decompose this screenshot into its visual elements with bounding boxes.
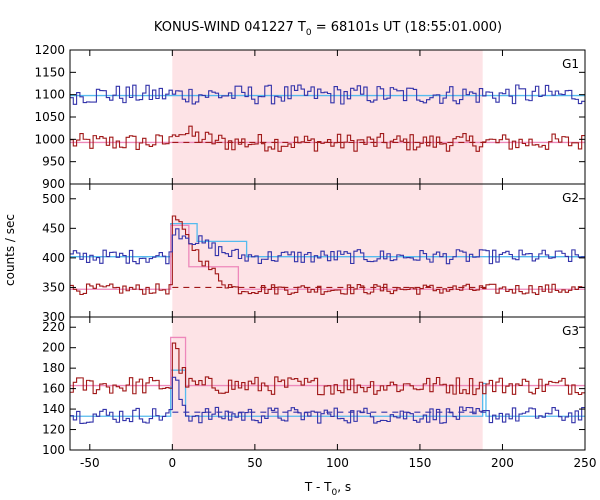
y-tick-label: 1050 bbox=[34, 110, 65, 124]
x-axis-label: T - T0, s bbox=[304, 480, 351, 498]
panel-label: G3 bbox=[562, 324, 579, 338]
panel-label: G2 bbox=[562, 191, 579, 205]
x-tick-label: 50 bbox=[247, 456, 262, 470]
x-tick-label: 150 bbox=[408, 456, 431, 470]
red-count-series bbox=[70, 215, 585, 296]
burst-interval-shade bbox=[172, 50, 483, 184]
blue-count-series bbox=[70, 376, 585, 424]
panel-g2: G2 300 350 400 450 500 bbox=[42, 183, 586, 324]
y-tick-label: 220 bbox=[42, 320, 65, 334]
y-tick-label: 1100 bbox=[34, 88, 65, 102]
red-model-line bbox=[70, 336, 585, 387]
red-model-line bbox=[70, 224, 585, 290]
y-tick-label: 900 bbox=[42, 177, 65, 191]
y-tick-label: 350 bbox=[42, 280, 65, 294]
y-tick-label: 140 bbox=[42, 402, 65, 416]
panel-frame bbox=[69, 316, 586, 451]
burst-interval-shade bbox=[172, 184, 483, 317]
x-tick-label: 100 bbox=[326, 456, 349, 470]
red-count-series bbox=[70, 342, 585, 396]
y-tick-label: 1150 bbox=[34, 65, 65, 79]
y-tick-label: 950 bbox=[42, 155, 65, 169]
x-tick-label: 200 bbox=[491, 456, 514, 470]
panel-g3: G3 100 120 140 160 180 200 220 -50 0 50 100 150 200 25… bbox=[42, 316, 597, 470]
chart-title: KONUS-WIND 041227 T0 = 68101s UT (18:55:… bbox=[154, 20, 502, 38]
y-tick-label: 500 bbox=[42, 192, 65, 206]
x-tick-label: -50 bbox=[80, 456, 100, 470]
y-axis-label: counts / sec bbox=[3, 214, 17, 286]
burst-interval-shade bbox=[172, 317, 483, 450]
y-tick-label: 400 bbox=[42, 251, 65, 265]
red-count-series bbox=[70, 125, 585, 152]
y-tick-label: 300 bbox=[42, 310, 65, 324]
panel-g1: G1 900 950 1000 1050 1100 1150 1200 bbox=[34, 43, 586, 191]
panels-layer: G190095010001050110011501200G23003504004… bbox=[34, 43, 596, 470]
panel-label: G1 bbox=[562, 57, 579, 71]
y-tick-label: 200 bbox=[42, 341, 65, 355]
y-tick-label: 180 bbox=[42, 361, 65, 375]
x-tick-label: 0 bbox=[169, 456, 177, 470]
y-tick-label: 450 bbox=[42, 221, 65, 235]
panel-data bbox=[70, 84, 585, 152]
y-tick-label: 100 bbox=[42, 443, 65, 457]
x-tick-label: 250 bbox=[574, 456, 597, 470]
panel-data bbox=[70, 336, 585, 424]
y-tick-label: 1200 bbox=[34, 43, 65, 57]
panel-data bbox=[70, 215, 585, 296]
y-tick-label: 160 bbox=[42, 382, 65, 396]
blue-count-series bbox=[70, 228, 585, 265]
y-tick-label: 1000 bbox=[34, 132, 65, 146]
y-tick-label: 120 bbox=[42, 423, 65, 437]
blue-count-series bbox=[70, 84, 585, 105]
